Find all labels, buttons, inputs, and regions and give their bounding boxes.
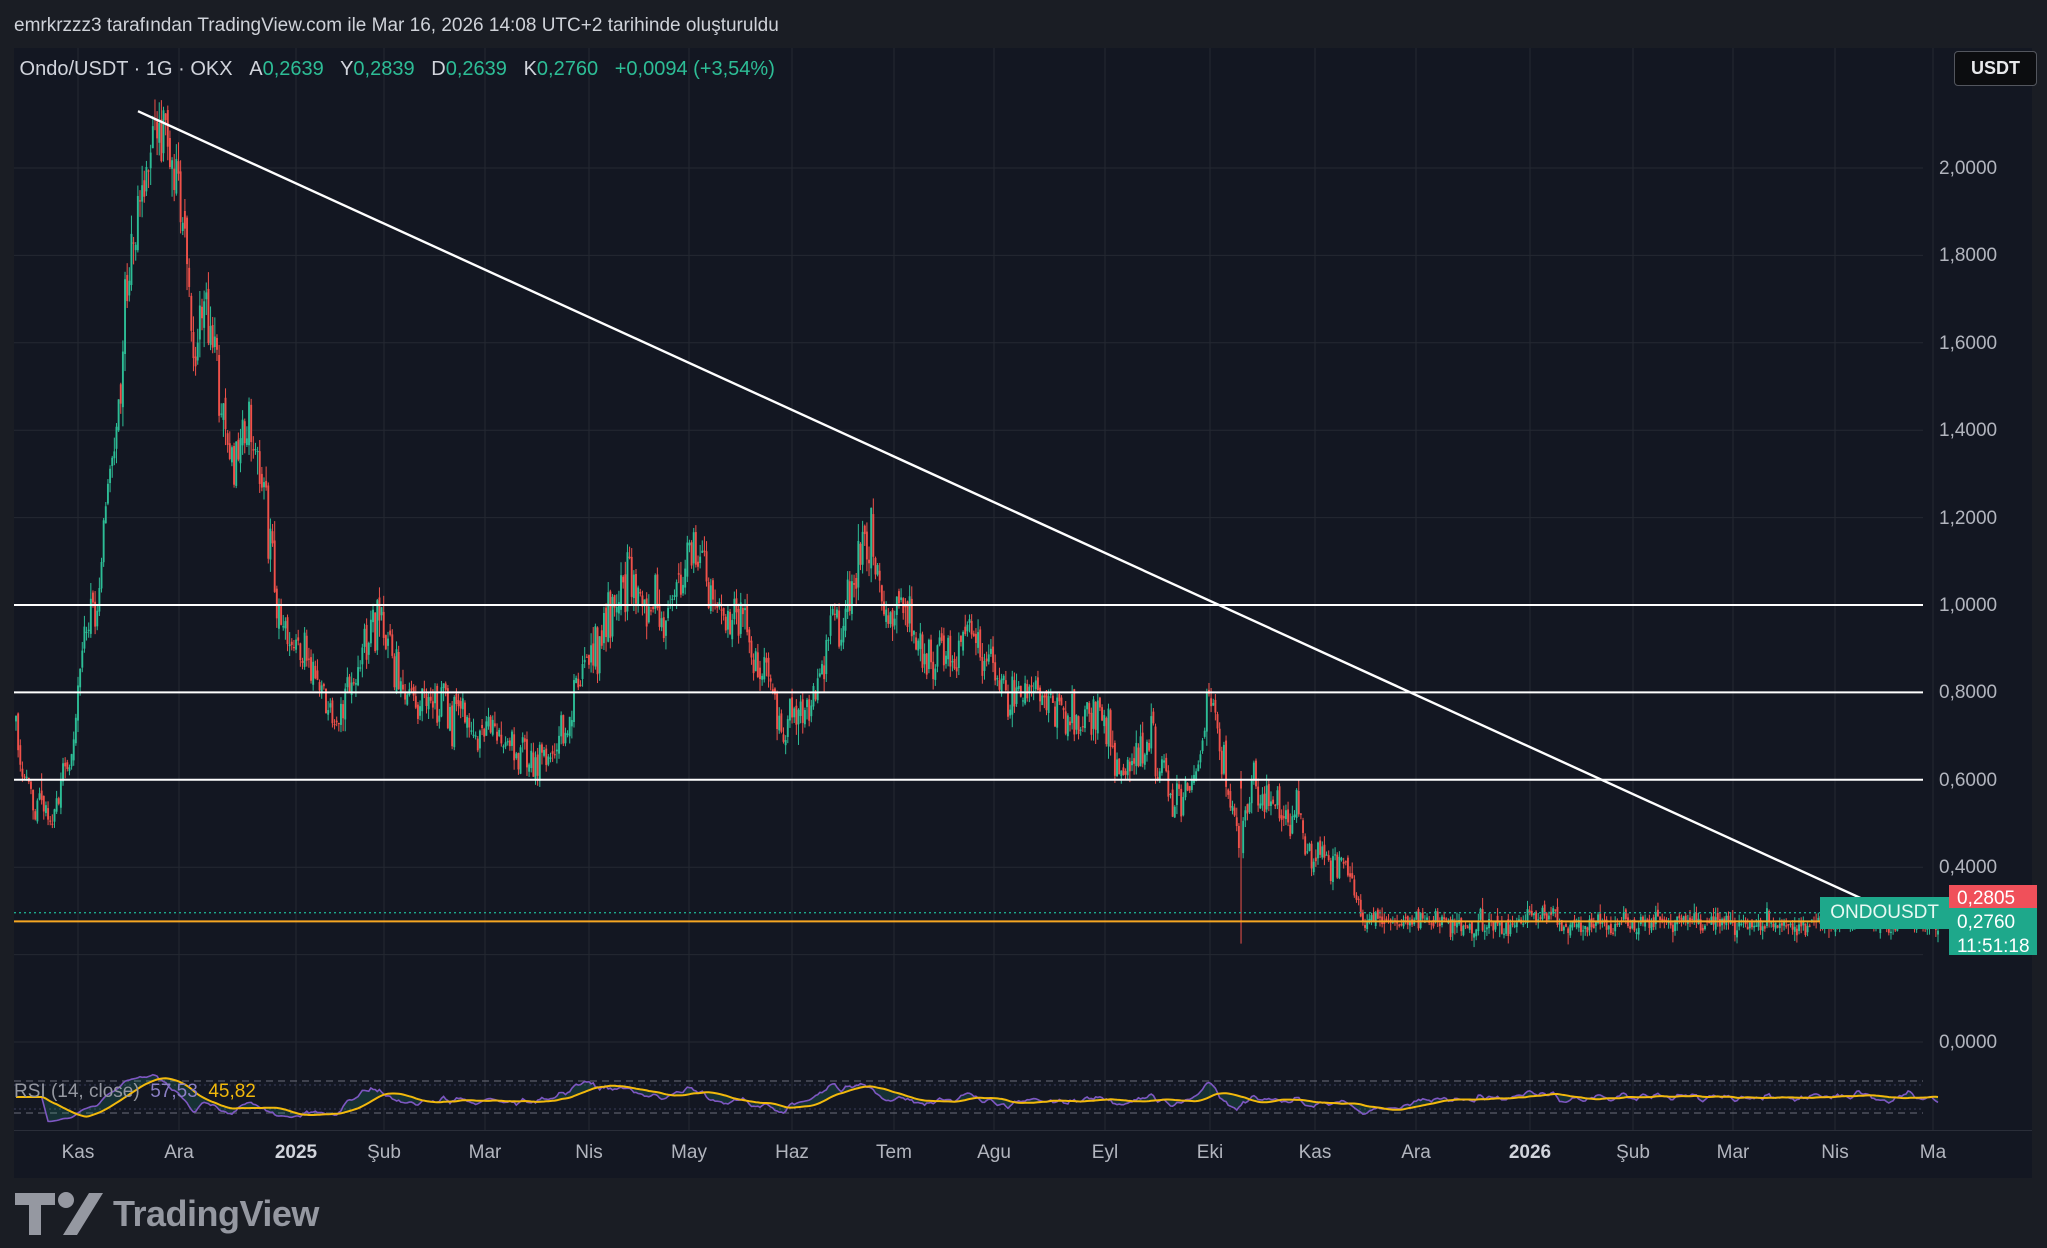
svg-text:TradingView: TradingView bbox=[113, 1193, 320, 1234]
